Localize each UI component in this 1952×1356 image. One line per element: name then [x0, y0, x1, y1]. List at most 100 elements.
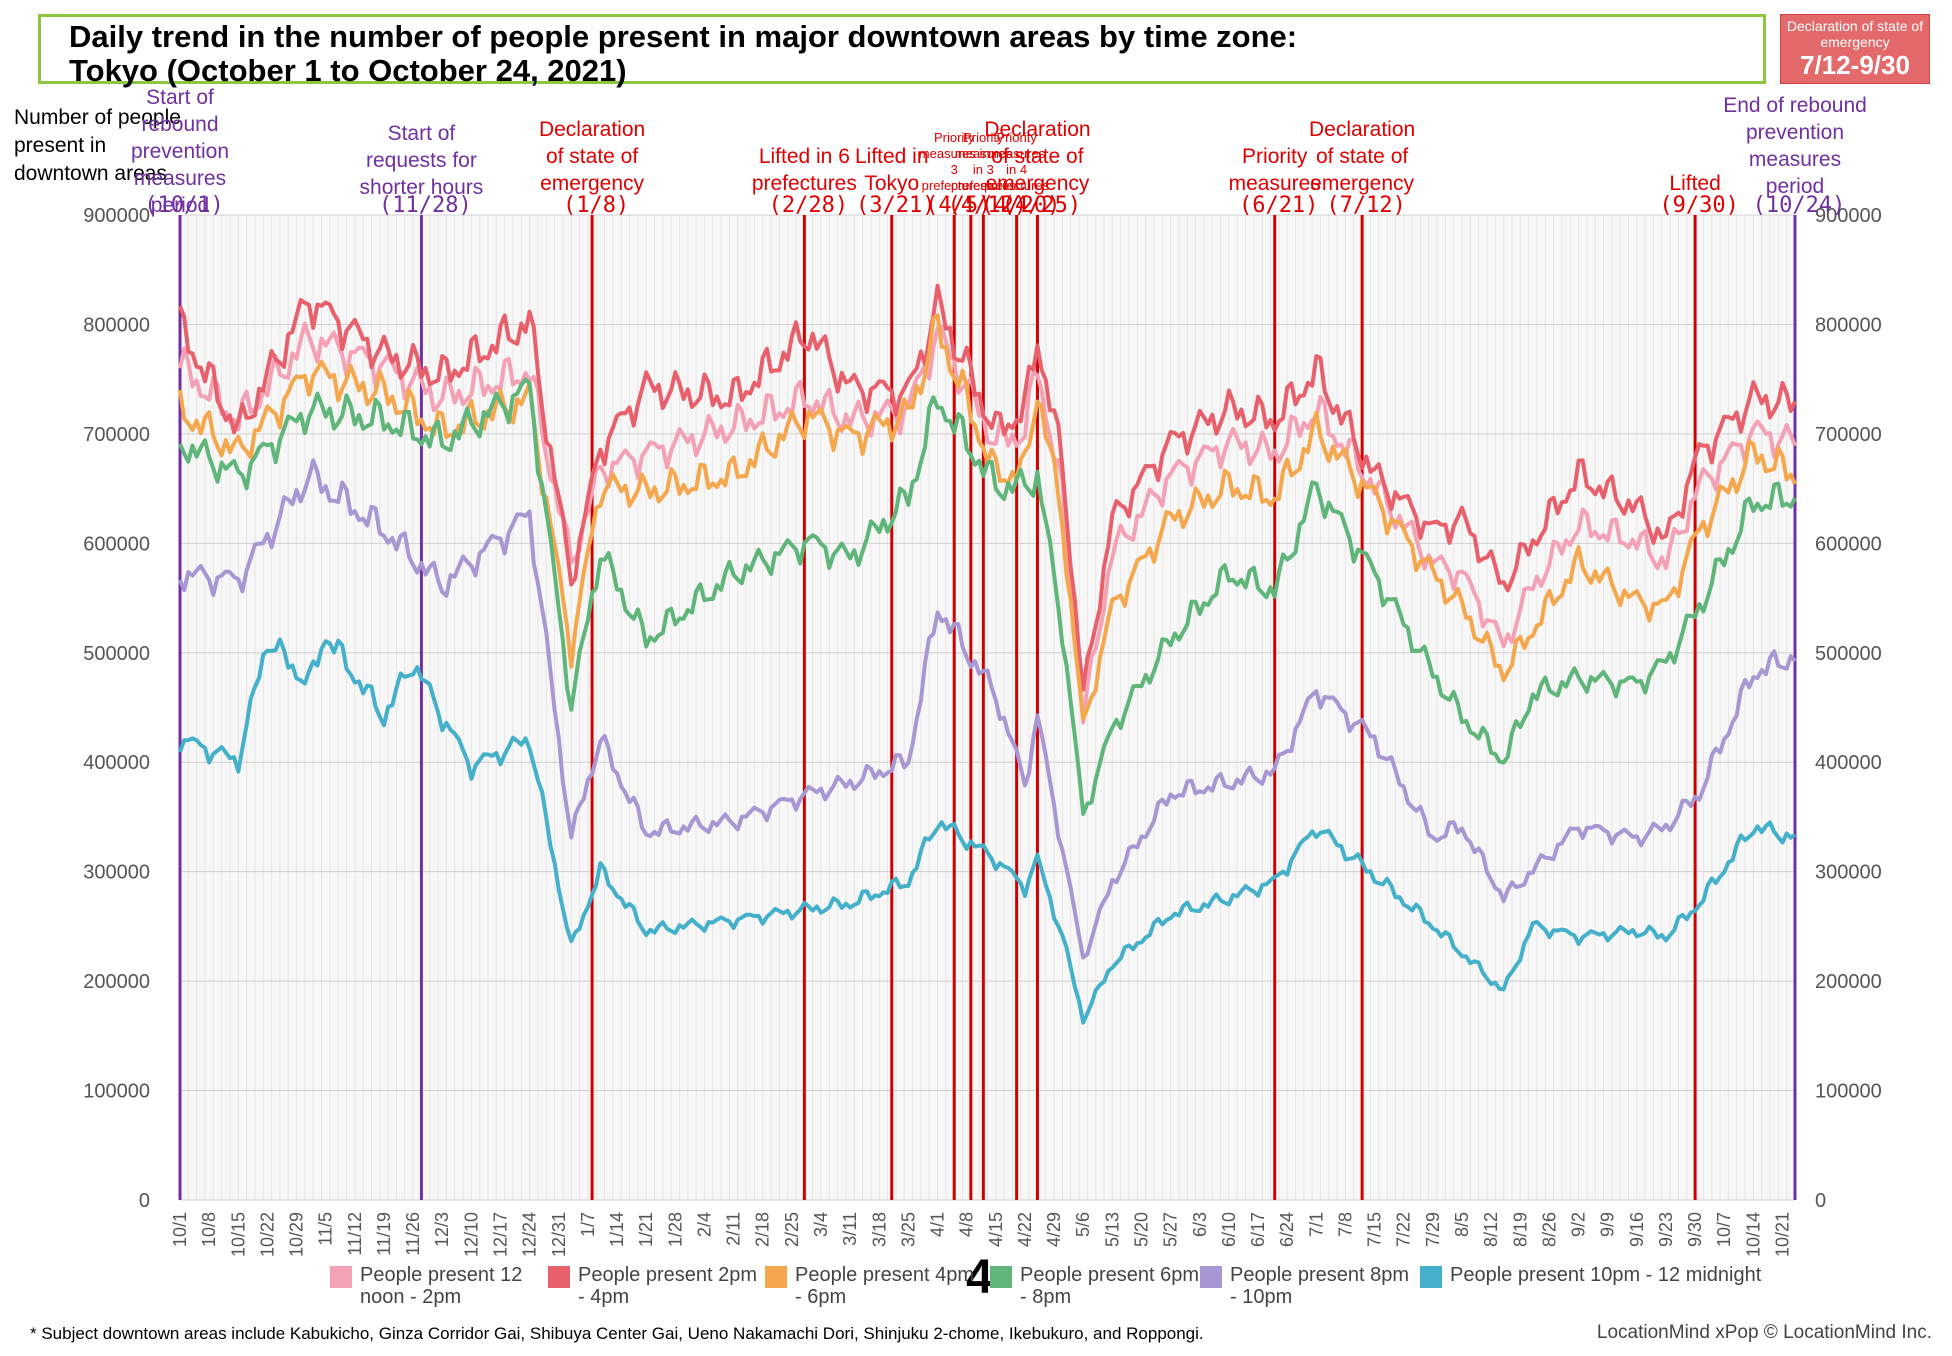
- event-annotation-text: Lifted in: [855, 145, 929, 168]
- legend-swatch: [330, 1266, 352, 1288]
- y-tick-label-right: 300000: [1815, 862, 1882, 884]
- legend-swatch: [1420, 1266, 1442, 1288]
- legend-label: People present 12 noon - 2pm: [360, 1264, 523, 1308]
- x-tick-label: 2/11: [724, 1212, 744, 1246]
- x-tick-label: 2/4: [694, 1212, 714, 1237]
- x-tick-label: 6/17: [1248, 1212, 1268, 1247]
- legend-label: People present 2pm - 4pm: [578, 1264, 758, 1308]
- x-tick-label: 3/4: [811, 1212, 831, 1237]
- event-annotation-text: of state of: [546, 145, 638, 168]
- x-tick-label: 10/1: [170, 1212, 190, 1247]
- legend-label: People present 6pm - 8pm: [1020, 1264, 1200, 1308]
- event-annotation-text: of state of: [1316, 145, 1408, 168]
- event-annotation-text: Start of: [388, 122, 456, 145]
- event-annotation-text: measures: [1749, 148, 1841, 171]
- y-tick-label-left: 900000: [83, 205, 150, 227]
- event-annotation-text: prefectures: [752, 172, 857, 195]
- series-line: [178, 321, 1797, 725]
- event-annotation-text: emergency: [1310, 172, 1414, 195]
- event-annotation-text: Priority: [1242, 145, 1308, 168]
- event-date-label: (10/24): [1753, 193, 1846, 218]
- event-annotation-text: requests for: [366, 149, 477, 172]
- brand-credit: LocationMind xPop © LocationMind Inc.: [1596, 1322, 1932, 1343]
- x-tick-label: 8/26: [1539, 1212, 1559, 1247]
- legend-swatch: [990, 1266, 1012, 1288]
- event-annotation-text: period: [151, 194, 209, 217]
- x-tick-label: 8/12: [1481, 1212, 1501, 1247]
- series-line: [178, 283, 1797, 692]
- x-tick-label: 6/24: [1277, 1212, 1297, 1247]
- event-annotation-text: prevention: [1746, 121, 1844, 144]
- series-line: [178, 458, 1797, 960]
- x-tick-label: 12/31: [549, 1212, 569, 1257]
- chart-title-box: Daily trend in the number of people pres…: [38, 14, 1766, 88]
- event-annotation-text: in 4: [1006, 162, 1027, 177]
- y-tick-label-right: 700000: [1815, 424, 1882, 446]
- emergency-badge-caption: Declaration of state of emergency: [1786, 18, 1924, 50]
- x-tick-label: 4/8: [957, 1212, 977, 1237]
- y-tick-label-right: 400000: [1815, 752, 1882, 774]
- event-annotation-text: of state of: [991, 145, 1083, 168]
- x-tick-label: 11/5: [316, 1212, 336, 1246]
- event-date-label: (4/25): [1002, 193, 1081, 218]
- legend-swatch: [765, 1266, 787, 1288]
- y-tick-label-left: 200000: [83, 971, 150, 993]
- y-tick-label-left: 600000: [83, 533, 150, 555]
- y-tick-label-left: 100000: [83, 1081, 150, 1103]
- page-number: 4: [966, 1251, 993, 1304]
- y-tick-label-left: 300000: [83, 862, 150, 884]
- x-tick-label: 2/25: [782, 1212, 802, 1247]
- x-tick-label: 10/22: [257, 1212, 277, 1257]
- x-tick-label: 9/9: [1598, 1212, 1618, 1237]
- x-tick-label: 1/14: [607, 1212, 627, 1247]
- x-tick-label: 10/15: [228, 1212, 248, 1257]
- event-annotation-text: 3: [951, 162, 958, 177]
- event-annotation-text: Declaration: [1309, 118, 1415, 141]
- x-tick-label: 1/7: [578, 1212, 598, 1237]
- x-tick-label: 1/21: [636, 1212, 656, 1247]
- event-annotation-text: emergency: [986, 172, 1090, 195]
- x-tick-label: 11/12: [345, 1212, 365, 1256]
- footnote: * Subject downtown areas include Kabukic…: [30, 1324, 1204, 1343]
- x-tick-label: 4/1: [928, 1212, 948, 1237]
- y-tick-label-right: 200000: [1815, 971, 1882, 993]
- x-tick-label: 8/5: [1452, 1212, 1472, 1237]
- event-annotation-text: shorter hours: [360, 176, 484, 199]
- x-tick-label: 11/26: [403, 1212, 423, 1256]
- event-annotation-text: Lifted: [1669, 172, 1720, 195]
- event-annotation-text: Lifted in 6: [759, 145, 850, 168]
- event-annotation-text: Tokyo: [864, 172, 919, 195]
- x-tick-label: 4/29: [1044, 1212, 1064, 1247]
- series-line: [178, 377, 1797, 816]
- legend-label: People present 10pm - 12 midnight: [1450, 1264, 1762, 1286]
- event-date-label: (9/30): [1659, 193, 1738, 218]
- event-annotation-text: Start of: [146, 86, 214, 109]
- x-tick-label: 7/1: [1306, 1212, 1326, 1237]
- y-tick-label-right: 0: [1815, 1190, 1826, 1212]
- event-date-label: (2/28): [769, 193, 848, 218]
- x-tick-label: 7/8: [1335, 1212, 1355, 1237]
- legend-label: People present 4pm - 6pm: [795, 1264, 975, 1308]
- event-annotation-text: measures: [134, 167, 226, 190]
- event-annotation-text: Priority: [996, 130, 1037, 145]
- event-annotation-text: prevention: [131, 140, 229, 163]
- x-tick-label: 10/8: [199, 1212, 219, 1247]
- x-tick-label: 10/14: [1743, 1212, 1763, 1257]
- y-tick-label-left: 0: [139, 1190, 150, 1212]
- event-annotation-text: Priority: [963, 130, 1004, 145]
- x-tick-label: 7/15: [1365, 1212, 1385, 1247]
- emergency-period-badge: Declaration of state of emergency 7/12-9…: [1780, 14, 1930, 84]
- event-annotation-text: Declaration: [984, 118, 1090, 141]
- event-annotation-text: measures: [988, 146, 1046, 161]
- event-annotation-text: End of rebound: [1723, 94, 1867, 117]
- x-tick-label: 3/11: [840, 1212, 860, 1246]
- x-tick-label: 11/19: [374, 1212, 394, 1256]
- event-annotation-text: Declaration: [539, 118, 645, 141]
- x-tick-label: 9/2: [1569, 1212, 1589, 1237]
- x-tick-label: 5/6: [1073, 1212, 1093, 1237]
- event-date-label: (3/21): [856, 193, 935, 218]
- event-annotation-text: prefectures: [922, 178, 988, 193]
- legend-label: People present 8pm - 10pm: [1230, 1264, 1410, 1308]
- legend-swatch: [548, 1266, 570, 1288]
